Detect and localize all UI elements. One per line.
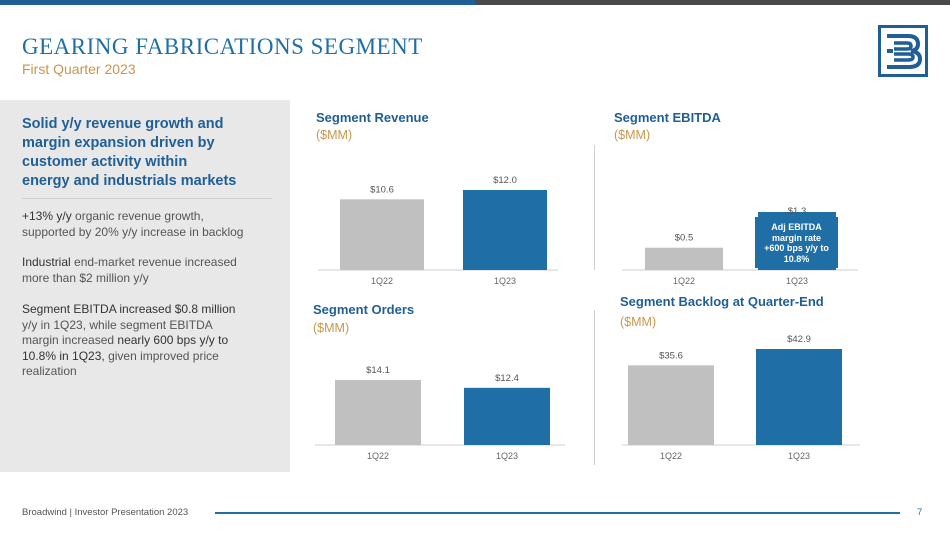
ebitda-value-label: $0.5 bbox=[675, 233, 694, 244]
callout-line: 10.8% bbox=[783, 253, 810, 264]
callout-line: Adj EBITDA bbox=[771, 222, 822, 232]
summary-panel: Solid y/y revenue growth and margin expa… bbox=[0, 100, 290, 472]
chart-divider-bottom bbox=[594, 310, 595, 465]
summary-line: more than $2 million y/y bbox=[22, 270, 149, 285]
summary-text: organic revenue growth, bbox=[71, 209, 204, 223]
summary-text: end-market revenue increased bbox=[70, 255, 237, 269]
orders-bar-chart: $14.1 1Q22 $12.4 1Q23 bbox=[315, 365, 565, 461]
summary-text: given improved price bbox=[104, 348, 219, 363]
revenue-value-label: $12.0 bbox=[493, 175, 517, 186]
summary-heading-line: customer activity within bbox=[22, 154, 188, 170]
summary-divider bbox=[22, 198, 272, 199]
orders-value-label: $14.1 bbox=[366, 365, 390, 376]
summary-point-revenue: +13% y/y organic revenue growth, support… bbox=[22, 209, 272, 240]
ebitda-bar-1q22 bbox=[645, 247, 723, 270]
backlog-category-label: 1Q22 bbox=[660, 451, 682, 461]
chart-unit-revenue: ($MM) bbox=[316, 128, 353, 142]
page-title: GEARING FABRICATIONS SEGMENT bbox=[22, 34, 423, 59]
chart-divider-top bbox=[594, 145, 595, 270]
summary-heading-line: energy and industrials markets bbox=[22, 173, 237, 189]
callout-line: margin rate bbox=[771, 232, 822, 243]
top-accent-gray bbox=[475, 0, 950, 5]
page-subtitle: First Quarter 2023 bbox=[22, 61, 136, 77]
revenue-value-label: $10.6 bbox=[370, 184, 394, 195]
summary-highlight: nearly 600 bps y/y to bbox=[117, 333, 229, 347]
summary-line: +13% y/y organic revenue growth, bbox=[22, 209, 272, 225]
ebitda-category-label: 1Q23 bbox=[786, 276, 808, 286]
summary-highlight: 10.8% in 1Q23, bbox=[22, 348, 105, 363]
summary-heading-line: Solid y/y revenue growth and bbox=[22, 116, 224, 132]
summary-point-industrial: Industrial end-market revenue increased … bbox=[22, 255, 272, 286]
summary-point-ebitda: Segment EBITDA increased $0.8 million y/… bbox=[22, 302, 272, 380]
summary-line: y/y in 1Q23, while segment EBITDA bbox=[22, 317, 213, 332]
backlog-value-label: $42.9 bbox=[787, 334, 811, 345]
broadwind-logo-icon bbox=[878, 25, 928, 77]
chart-title-ebitda: Segment EBITDA bbox=[614, 110, 721, 125]
summary-highlight: Industrial bbox=[22, 255, 71, 269]
backlog-bar-1q22 bbox=[628, 365, 714, 445]
summary-line: supported by 20% y/y increase in backlog bbox=[22, 224, 244, 239]
revenue-bar-1q23 bbox=[463, 190, 547, 270]
orders-bar-1q22 bbox=[335, 380, 421, 445]
footer-rule bbox=[215, 512, 900, 514]
backlog-value-label: $35.6 bbox=[659, 350, 683, 361]
ebitda-value-label: $1.3 bbox=[788, 206, 807, 217]
backlog-bar-1q23 bbox=[756, 349, 842, 445]
revenue-category-label: 1Q22 bbox=[371, 276, 393, 286]
summary-line: 10.8% in 1Q23, given improved price bbox=[22, 349, 272, 365]
revenue-category-label: 1Q23 bbox=[494, 276, 516, 286]
chart-unit-backlog: ($MM) bbox=[620, 315, 657, 329]
summary-highlight: Segment EBITDA increased $0.8 million bbox=[22, 302, 236, 316]
backlog-bar-chart: $35.6 1Q22 $42.9 1Q23 bbox=[622, 334, 860, 461]
summary-text: margin increased bbox=[22, 333, 118, 347]
summary-highlight: +13% y/y bbox=[22, 209, 72, 223]
backlog-category-label: 1Q23 bbox=[788, 451, 810, 461]
summary-heading: Solid y/y revenue growth and margin expa… bbox=[22, 115, 272, 191]
summary-line: Segment EBITDA increased $0.8 million bbox=[22, 302, 272, 318]
page-number: 7 bbox=[917, 507, 923, 518]
footer-text: Broadwind | Investor Presentation 2023 bbox=[22, 507, 189, 518]
summary-line: realization bbox=[22, 364, 77, 378]
callout-line: +600 bps y/y to bbox=[764, 243, 829, 253]
orders-bar-1q23 bbox=[464, 387, 550, 445]
summary-line: Industrial end-market revenue increased bbox=[22, 255, 272, 271]
chart-unit-orders: ($MM) bbox=[313, 321, 350, 335]
summary-heading-line: margin expansion driven by bbox=[22, 135, 215, 151]
top-accent-blue bbox=[0, 0, 475, 5]
top-accent-bar bbox=[0, 0, 950, 5]
revenue-bar-1q22 bbox=[340, 199, 424, 270]
orders-value-label: $12.4 bbox=[495, 373, 519, 384]
chart-title-revenue: Segment Revenue bbox=[316, 110, 429, 125]
revenue-bar-chart: $10.6 1Q22 $12.0 1Q23 bbox=[318, 175, 558, 286]
chart-unit-ebitda: ($MM) bbox=[614, 128, 651, 142]
chart-title-backlog: Segment Backlog at Quarter-End bbox=[620, 294, 824, 309]
chart-title-orders: Segment Orders bbox=[313, 302, 415, 317]
ebitda-category-label: 1Q22 bbox=[673, 276, 695, 286]
orders-category-label: 1Q22 bbox=[367, 451, 389, 461]
orders-category-label: 1Q23 bbox=[496, 451, 518, 461]
summary-line: margin increased nearly 600 bps y/y to bbox=[22, 333, 272, 349]
ebitda-margin-callout: Adj EBITDA margin rate +600 bps y/y to 1… bbox=[755, 217, 838, 268]
